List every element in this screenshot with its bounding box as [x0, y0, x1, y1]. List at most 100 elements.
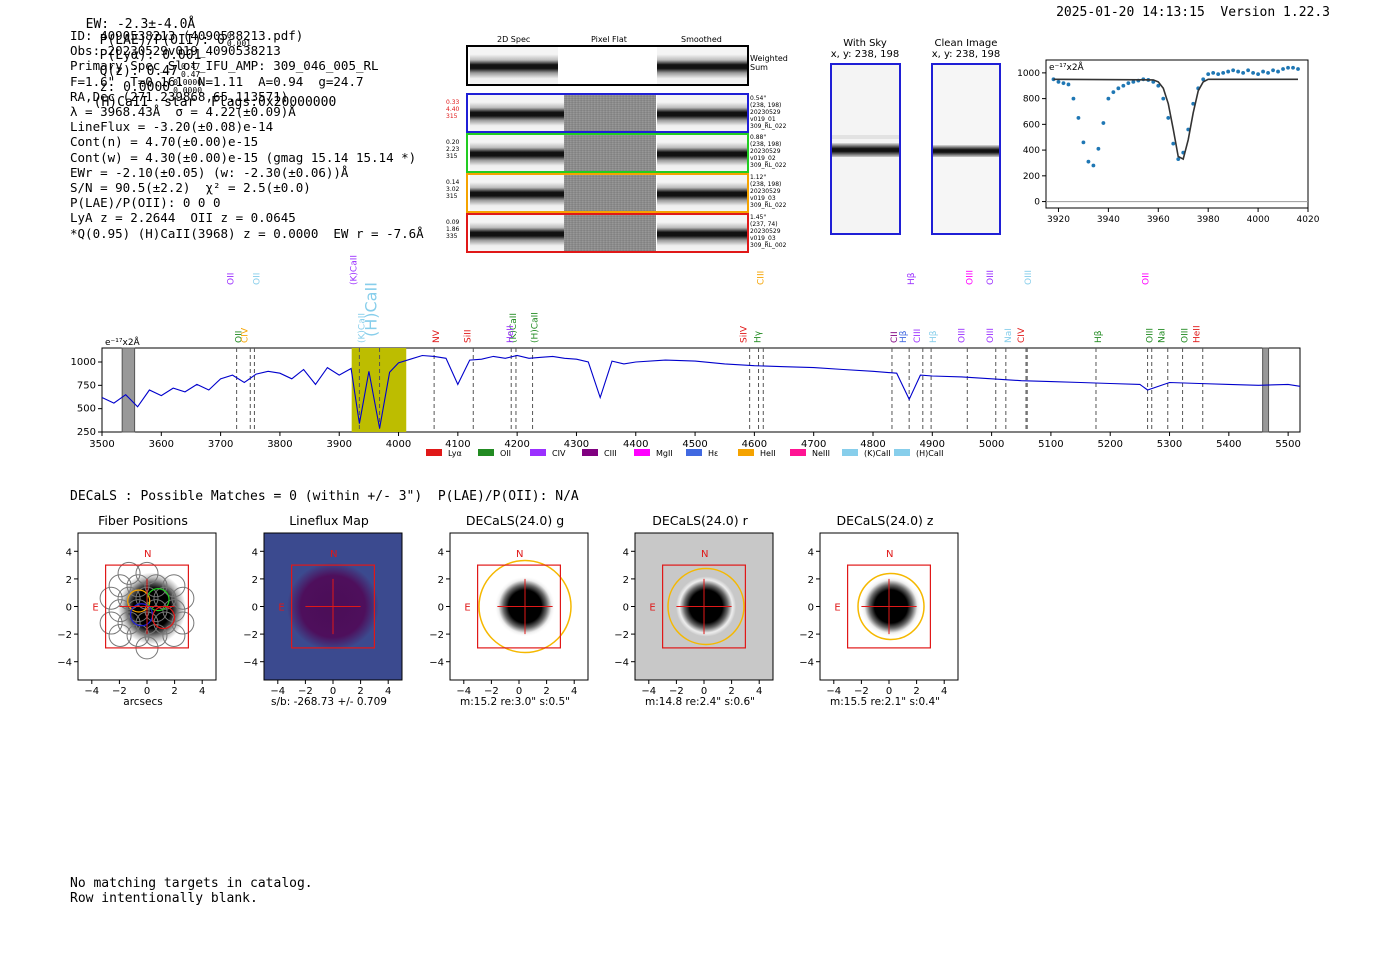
spectrum-ytick-label: 250 — [77, 427, 96, 438]
clean-image — [931, 63, 1001, 235]
decals-xtick-label: −4 — [826, 686, 841, 697]
fiber-circle-highlight — [127, 589, 151, 613]
spectrum-xtick-label: 4000 — [386, 439, 411, 450]
decals-xtick-label: 2 — [913, 686, 919, 697]
info-line-ewr: EWr = -2.10(±0.05) (w: -2.30(±0.06))Å — [70, 164, 349, 180]
info-line-q: *Q(0.95) (H)CaII(3968) z = 0.0000 EW r =… — [70, 225, 424, 241]
decals-xtick-label: −2 — [669, 686, 684, 697]
cutout-row-left-stats: 0.20 2.23 315 — [446, 139, 460, 160]
spectral-line-label: NaI — [1004, 328, 1014, 343]
cutout-row-left-stats: 0.09 1.86 335 — [446, 219, 460, 240]
decals-panel-caption: m:15.5 re:2.1" s:0.4" — [830, 696, 940, 708]
spectral-line-label: (K)CaII — [349, 255, 359, 285]
spectrum-xtick-label: 4400 — [623, 439, 648, 450]
compass-east: E — [649, 603, 655, 614]
zoom-point — [1161, 96, 1166, 101]
zoom-xticks: 3920 3940 3960 3980 4000 4020 — [1047, 208, 1320, 225]
fiber-circle — [117, 561, 141, 585]
header-bar: EW: -2.3±-4.0Å P(LAE)/P(OII): 0 0 0.001 P(… — [70, 2, 337, 110]
decals-xtick-label: 4 — [571, 686, 577, 697]
zoom-point — [1211, 70, 1216, 75]
header-qz: Q(z): 0.47 0.47 0.47 — [99, 62, 201, 79]
compass-north: N — [330, 549, 337, 560]
zoom-point — [1291, 65, 1295, 70]
spectral-line-label: CIII — [757, 271, 767, 285]
legend-swatch — [530, 449, 546, 456]
fiber-circle — [144, 623, 168, 647]
spectral-line-label: CIII — [913, 329, 923, 343]
spectrum-xtick-label: 5100 — [1038, 439, 1063, 450]
with-sky-image — [830, 63, 901, 235]
spectrum-xtick-label: 4100 — [445, 439, 470, 450]
decals-ytick-label: −2 — [57, 630, 72, 641]
cutout-weighted-sum — [466, 45, 749, 86]
info-line-radec: RA,Dec (271.239868,65.113571) — [70, 88, 289, 104]
legend-label: CIV — [552, 449, 566, 458]
compass-east: E — [464, 603, 470, 614]
zoom-point — [1276, 69, 1280, 74]
decals-xtick-label: −2 — [484, 686, 499, 697]
zoom-fit-path — [1053, 78, 1298, 161]
zoom-ytick-label: 1000 — [1017, 69, 1040, 79]
zoom-point — [1086, 159, 1091, 164]
cutout-row — [466, 173, 749, 213]
zoom-point — [1096, 146, 1101, 151]
zoom-point — [1221, 70, 1226, 75]
zoom-point — [1101, 121, 1106, 125]
zoom-point — [1266, 70, 1270, 75]
cutout-row-left-stats: 0.14 3.02 315 — [446, 179, 460, 200]
info-line-slot: Primary Spec_Slot_IFU_AMP: 309_046_005_R… — [70, 58, 379, 74]
decals-xtick-label: 4 — [941, 686, 947, 697]
spectral-line-label: Hβ — [899, 330, 909, 343]
info-line-lambda: λ = 3968.43Å σ = 4.22(±0.09)Å — [70, 104, 296, 120]
legend-swatch — [738, 449, 754, 456]
zoom-point — [1071, 96, 1076, 101]
header-line-class: (H)CaII star Flags:0x20000000 — [93, 95, 337, 110]
decals-xtick-label: 0 — [886, 686, 892, 697]
fiber-circle — [126, 623, 150, 647]
spectral-line-label: CII — [890, 331, 900, 343]
search-box — [846, 564, 931, 649]
zoom-ytick-label: 0 — [1034, 198, 1040, 208]
spectrum-xtick-label: 4700 — [801, 439, 826, 450]
spectrum-xtick-label: 4800 — [860, 439, 885, 450]
cutout-row — [466, 133, 749, 173]
decals-ytick-label: −4 — [799, 658, 814, 669]
cutout-header-smoothed: Smoothed — [681, 35, 722, 44]
spectral-line-label: HeII — [1193, 325, 1203, 343]
legend-label: OII — [500, 449, 511, 458]
decals-ytick-label: −2 — [429, 630, 444, 641]
aperture-circle — [478, 559, 572, 654]
decals-xtick-label: 0 — [144, 686, 150, 697]
with-sky-title: With Sky x, y: 238, 198 — [830, 38, 900, 60]
zoom-xtick-label: 3920 — [1047, 215, 1070, 225]
zoom-point — [1286, 65, 1290, 70]
zoom-plot-frame — [1045, 59, 1309, 209]
spectral-line-label: OII — [1142, 273, 1152, 285]
search-box — [477, 564, 562, 649]
zoom-point — [1191, 101, 1196, 106]
decals-xtick-label: −4 — [641, 686, 656, 697]
spectral-line-label: OII — [252, 273, 262, 285]
compass-east: E — [834, 603, 840, 614]
spectral-line-label: Hβ — [929, 330, 939, 343]
decals-ytick-label: −2 — [799, 630, 814, 641]
cutout-row-right-meta: 1.45" (237, 74) 20230529 v019_03 309_RL_002 — [750, 214, 787, 249]
info-line-flux: LineFlux = -3.20(±0.08)e-14 — [70, 119, 274, 135]
spectrum-xtick-label: 5400 — [1216, 439, 1241, 450]
zoom-plot-units: e⁻¹⁷x2Å — [1049, 61, 1085, 73]
decals-ytick-label: −2 — [614, 630, 629, 641]
zoom-point — [1271, 68, 1275, 73]
spectral-line-label: CIV — [240, 327, 250, 343]
decals-panel-title: Lineflux Map — [289, 513, 369, 528]
decals-xtick-label: 4 — [385, 686, 391, 697]
header-ew: EW: -2.3±-4.0Å — [85, 17, 196, 32]
search-box — [661, 564, 746, 649]
spectrum-xtick-label: 3900 — [327, 439, 352, 450]
spectrum-ytick-label: 750 — [77, 380, 96, 391]
zoom-point — [1256, 72, 1260, 77]
footer-line-1: No matching targets in catalog. — [70, 876, 313, 891]
zoom-xtick-label: 3940 — [1097, 215, 1120, 225]
decals-xtick-label: −2 — [112, 686, 127, 697]
